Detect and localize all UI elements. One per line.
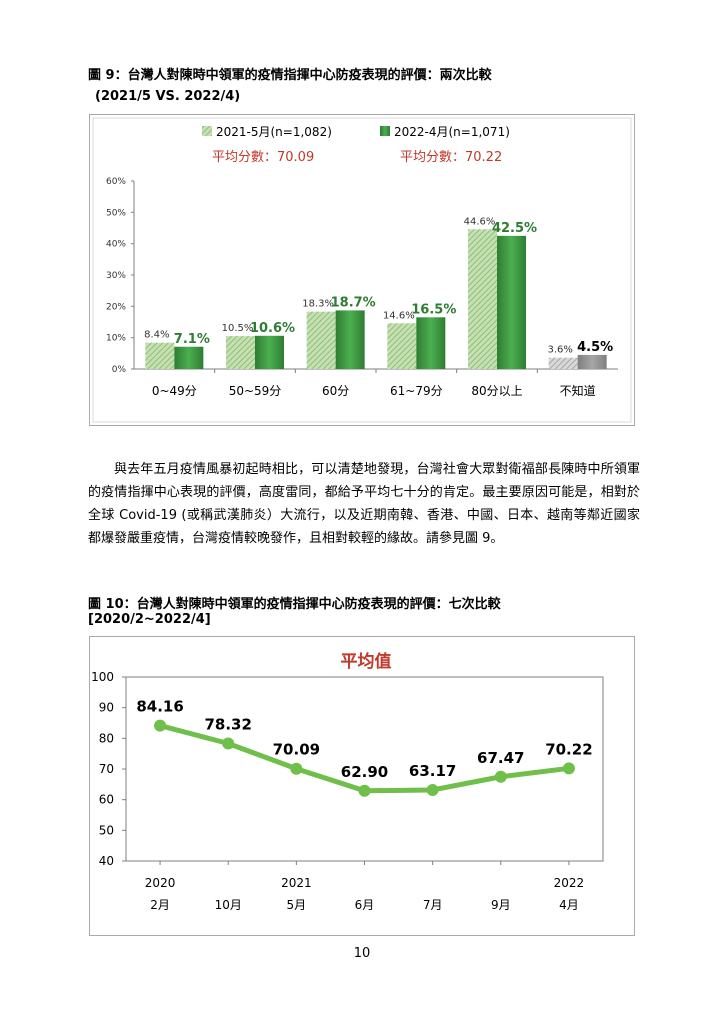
data-label-series2-2: 10.6% xyxy=(250,321,295,336)
y-tick-label: 70 xyxy=(99,762,114,776)
y-tick-label: 30% xyxy=(106,271,126,281)
y-tick-label: 50 xyxy=(99,823,114,837)
bar-series2-5 xyxy=(497,235,526,369)
figure-9-title: 圖 9：台灣人對陳時中領軍的疫情指揮中心防疫表現的評價：兩次比較 xyxy=(88,68,492,83)
data-label-series2-4: 16.5% xyxy=(411,302,456,317)
figure-9-chart: 2021-5月(n=1,082) 2022-4月(n=1,071) 平均分數：70.… xyxy=(89,114,635,426)
x-category-label: 80分以上 xyxy=(471,384,522,398)
data-point xyxy=(290,762,303,775)
bar-series1-6 xyxy=(548,357,578,369)
data-label-series1-4: 14.6% xyxy=(383,310,415,321)
x-category-label: 50~59分 xyxy=(229,384,282,398)
y-tick-label: 80 xyxy=(99,731,114,745)
x-month-label: 5月 xyxy=(287,898,307,912)
y-tick-label: 50% xyxy=(106,208,126,218)
data-label: 67.47 xyxy=(477,749,524,767)
body-paragraph: 與去年五月疫情風暴初起時相比，可以清楚地發現，台灣社會大眾對衛福部長陳時中所領軍… xyxy=(88,462,640,546)
data-label-series2-5: 42.5% xyxy=(492,221,537,236)
y-tick-label: 90 xyxy=(99,701,114,715)
legend-label-1: 2021-5月(n=1,082) xyxy=(216,125,332,139)
bar-series2-6 xyxy=(577,354,607,369)
y-tick-label: 60 xyxy=(99,793,114,807)
chart-title: 平均值 xyxy=(341,651,392,672)
data-point xyxy=(358,784,371,797)
data-label-series2-6: 4.5% xyxy=(577,340,613,355)
legend-label-2: 2022-4月(n=1,071) xyxy=(394,125,510,139)
y-tick-label: 60% xyxy=(106,177,126,187)
y-tick-label: 10% xyxy=(106,334,126,344)
data-label-series1-1: 8.4% xyxy=(144,330,169,341)
x-category-label: 61~79分 xyxy=(390,384,443,398)
x-year-label: 2021 xyxy=(281,876,312,890)
data-label-series2-1: 7.1% xyxy=(174,332,210,347)
y-tick-label: 20% xyxy=(106,302,126,312)
page-number: 10 xyxy=(353,946,371,961)
data-label-series1-2: 10.5% xyxy=(222,323,254,334)
bar-series2-2 xyxy=(255,335,284,369)
data-label: 63.17 xyxy=(409,762,456,780)
bar-series2-4 xyxy=(416,317,446,369)
data-label: 70.22 xyxy=(545,740,592,758)
average-score-2: 平均分數：70.22 xyxy=(400,150,502,165)
data-point xyxy=(154,719,167,732)
data-label: 62.90 xyxy=(341,763,388,781)
x-month-label: 7月 xyxy=(423,898,443,912)
data-label: 84.16 xyxy=(136,698,183,716)
x-category-label: 60分 xyxy=(322,384,349,398)
data-label-series1-6: 3.6% xyxy=(547,345,572,356)
y-tick-label: 40 xyxy=(99,854,114,868)
x-year-label: 2020 xyxy=(145,876,176,890)
figure-10-title: 圖 10：台灣人對陳時中領軍的疫情指揮中心防疫表現的評價：七次比較 xyxy=(88,597,501,612)
x-category-label: 0~49分 xyxy=(152,384,197,398)
x-month-label: 9月 xyxy=(491,898,511,912)
x-category-label: 不知道 xyxy=(560,384,596,398)
legend-swatch-1 xyxy=(202,126,212,136)
x-month-label: 10月 xyxy=(215,898,242,912)
data-point xyxy=(426,783,439,796)
y-tick-label: 40% xyxy=(106,240,126,250)
x-month-label: 6月 xyxy=(355,898,375,912)
data-label: 78.32 xyxy=(204,715,251,733)
legend-swatch-2 xyxy=(380,126,390,136)
y-tick-label: 100 xyxy=(91,670,114,684)
bar-series1-5 xyxy=(468,229,497,369)
bar-series1-2 xyxy=(226,336,255,369)
figure-10-subtitle: [2020/2~2022/4] xyxy=(88,612,211,627)
figure-10-chart: 平均值 40 50 60 70 80 90 100 2020 2月 10月 2021 5月 6月 7月 9月 2… xyxy=(89,636,635,936)
data-point xyxy=(494,770,507,783)
data-label-series1-3: 18.3% xyxy=(302,299,334,310)
data-point xyxy=(222,737,235,750)
bar-series2-1 xyxy=(174,346,204,369)
bar-series2-3 xyxy=(335,310,365,369)
x-month-label: 4月 xyxy=(559,898,579,912)
figure-9-subtitle: (2021/5 VS. 2022/4) xyxy=(95,89,241,104)
average-score-1: 平均分數：70.09 xyxy=(212,150,314,165)
y-tick-label: 0% xyxy=(112,365,127,375)
x-month-label: 2月 xyxy=(150,898,170,912)
x-year-label: 2022 xyxy=(554,876,585,890)
bar-series1-4 xyxy=(387,323,417,369)
data-label-series1-5: 44.6% xyxy=(464,216,496,227)
data-label: 70.09 xyxy=(273,741,320,759)
bar-series1-1 xyxy=(145,342,175,369)
data-point xyxy=(562,762,575,775)
data-label-series2-3: 18.7% xyxy=(331,295,376,310)
bar-series1-3 xyxy=(306,311,336,369)
